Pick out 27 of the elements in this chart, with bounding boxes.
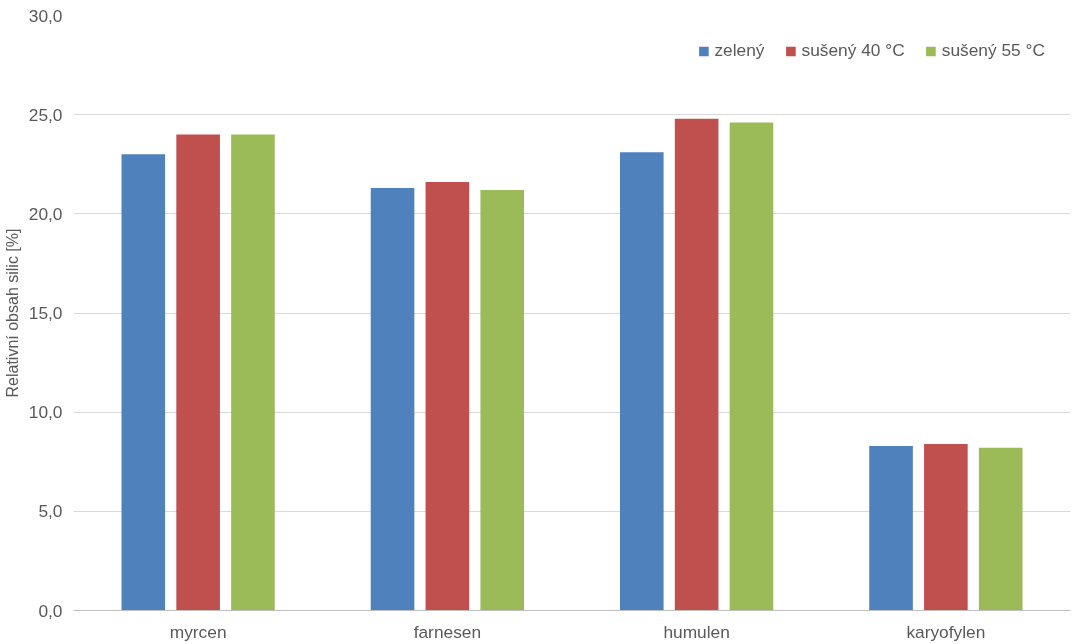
- y-tick-label: 15,0: [28, 303, 63, 323]
- legend-label: sušený 55 °C: [941, 40, 1045, 61]
- bar: [121, 154, 166, 611]
- y-tick-label: 5,0: [38, 501, 63, 522]
- bar: [869, 445, 913, 611]
- bar: [176, 134, 220, 611]
- bar: [674, 118, 719, 611]
- y-tick-label: 0,0: [38, 600, 63, 621]
- bar: [978, 447, 1023, 611]
- x-tick-label: humulen: [663, 621, 730, 642]
- y-tick-label: 30,0: [28, 5, 63, 26]
- bar: [729, 122, 774, 611]
- bar: [370, 188, 415, 611]
- y-axis-title: Relativní obsah silic [%]: [3, 228, 21, 398]
- bar: [425, 182, 470, 611]
- x-tick-label: myrcen: [169, 621, 227, 642]
- legend-label: zelený: [714, 40, 765, 61]
- bar: [619, 152, 664, 611]
- x-tick-label: farnesen: [413, 621, 482, 642]
- bar: [924, 443, 968, 611]
- y-tick-label: 25,0: [28, 104, 63, 125]
- y-tick-label: 10,0: [28, 402, 63, 423]
- legend-label: sušený 40 °C: [801, 40, 905, 61]
- y-tick-label: 20,0: [28, 203, 63, 224]
- bar: [480, 190, 525, 611]
- bar: [231, 134, 275, 611]
- x-tick-label: karyofylen: [906, 621, 986, 642]
